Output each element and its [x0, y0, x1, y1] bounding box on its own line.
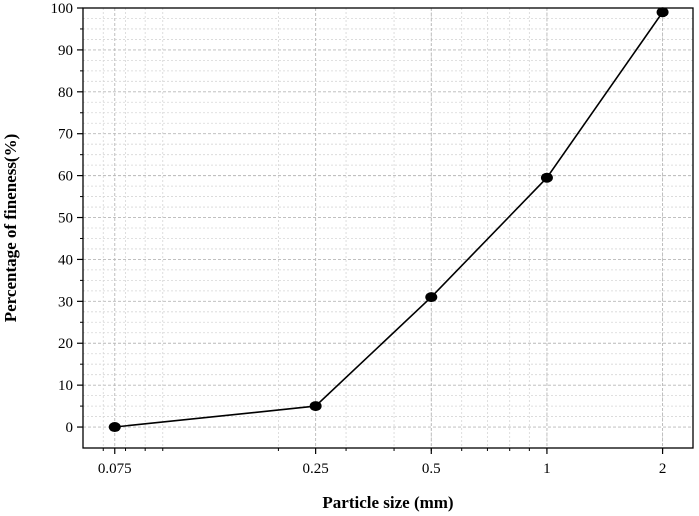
y-tick-label: 80 [58, 85, 73, 101]
series [108, 7, 669, 433]
grid [83, 7, 693, 448]
x-tick-label: 1 [543, 461, 551, 477]
y-axis-title: Percentage of fineness(%) [1, 134, 20, 323]
y-tick-label: 100 [51, 1, 74, 17]
x-tick-label: 2 [659, 461, 667, 477]
y-tick-label: 10 [58, 378, 73, 394]
data-point [108, 422, 121, 433]
data-point [309, 401, 322, 412]
y-tick-label: 30 [58, 294, 73, 310]
y-tick-label: 70 [58, 127, 73, 143]
x-tick-label: 0.075 [98, 461, 132, 477]
data-point [425, 292, 438, 303]
y-tick-label: 20 [58, 336, 73, 352]
data-point [656, 7, 669, 18]
y-tick-label: 40 [58, 252, 73, 268]
y-tick-label: 60 [58, 169, 73, 185]
x-tick-label: 0.25 [303, 461, 329, 477]
plot-frame [82, 7, 694, 449]
x-axis-title: Particle size (mm) [322, 493, 453, 512]
y-tick-label: 90 [58, 43, 73, 59]
y-tick-label: 0 [66, 420, 74, 436]
y-tick-label: 50 [58, 211, 73, 227]
ticks: 0 10 20 30 40 50 60 70 80 90 100 0.075 0.25 0.5 1 2 [51, 1, 667, 477]
x-tick-label: 0.5 [422, 461, 441, 477]
data-point [540, 172, 553, 183]
axes [82, 7, 694, 449]
